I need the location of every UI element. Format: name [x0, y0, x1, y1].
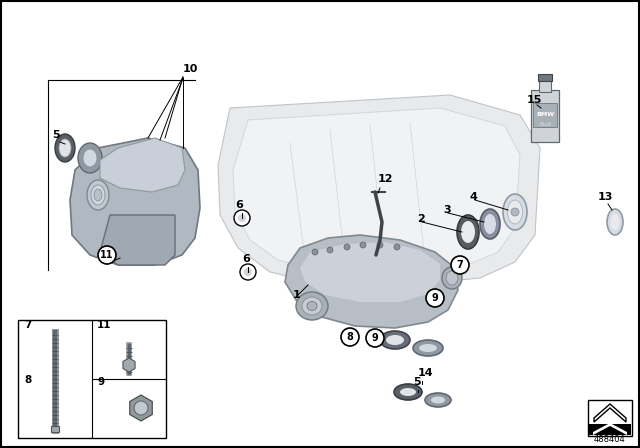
Ellipse shape [419, 344, 437, 352]
Text: 8: 8 [347, 332, 353, 342]
Text: 14: 14 [418, 368, 434, 378]
Ellipse shape [457, 215, 479, 249]
Text: 11: 11 [100, 250, 114, 260]
Text: Fluid: Fluid [539, 122, 551, 128]
Text: 1: 1 [293, 290, 301, 300]
Ellipse shape [442, 267, 462, 289]
Bar [589, 424, 631, 435]
Circle shape [394, 244, 400, 250]
Circle shape [511, 208, 519, 216]
Ellipse shape [431, 396, 445, 404]
Ellipse shape [446, 271, 458, 285]
Ellipse shape [394, 384, 422, 400]
Ellipse shape [611, 214, 620, 230]
Polygon shape [300, 242, 440, 302]
Text: 6: 6 [235, 200, 243, 210]
Polygon shape [100, 215, 175, 265]
Bar [18, 320, 166, 438]
Ellipse shape [425, 393, 451, 407]
Text: 9: 9 [97, 377, 104, 387]
Ellipse shape [55, 134, 75, 162]
Ellipse shape [508, 200, 522, 224]
Ellipse shape [83, 149, 97, 167]
Ellipse shape [91, 185, 105, 205]
Polygon shape [285, 235, 458, 328]
Bar [538, 74, 552, 81]
Circle shape [244, 268, 252, 276]
Ellipse shape [307, 302, 317, 310]
Text: 10: 10 [183, 64, 198, 74]
Text: 5: 5 [52, 130, 60, 140]
Circle shape [451, 256, 469, 274]
Circle shape [341, 328, 359, 346]
Ellipse shape [503, 194, 527, 230]
Text: 6: 6 [242, 254, 250, 264]
Bar [533, 103, 557, 127]
Text: 3: 3 [443, 205, 451, 215]
Text: 5: 5 [413, 377, 420, 387]
Text: 488404: 488404 [594, 435, 626, 444]
Text: 9: 9 [431, 293, 438, 303]
Ellipse shape [59, 139, 71, 157]
Circle shape [327, 247, 333, 253]
Text: 2: 2 [417, 214, 425, 224]
Bar [531, 90, 559, 142]
Ellipse shape [413, 340, 443, 356]
Polygon shape [70, 138, 200, 265]
Circle shape [134, 401, 148, 415]
Circle shape [426, 289, 444, 307]
Circle shape [238, 214, 246, 222]
Circle shape [312, 249, 318, 255]
Circle shape [240, 264, 256, 280]
Text: 11: 11 [97, 320, 111, 330]
Bar [51, 426, 59, 432]
Text: 9: 9 [372, 333, 378, 343]
Ellipse shape [296, 292, 328, 320]
Polygon shape [593, 423, 627, 435]
Text: 8: 8 [24, 375, 31, 385]
Circle shape [366, 329, 384, 347]
Ellipse shape [302, 297, 322, 315]
Text: 15: 15 [527, 95, 542, 105]
Ellipse shape [484, 214, 496, 234]
Ellipse shape [94, 189, 102, 201]
Ellipse shape [400, 388, 416, 396]
Text: 7: 7 [24, 320, 31, 330]
Ellipse shape [386, 335, 404, 345]
Circle shape [234, 210, 250, 226]
Text: BMW: BMW [536, 112, 554, 117]
Ellipse shape [480, 209, 500, 239]
Circle shape [98, 246, 116, 264]
Bar [539, 80, 551, 92]
Ellipse shape [380, 331, 410, 349]
Circle shape [344, 244, 350, 250]
Bar [588, 400, 632, 436]
Polygon shape [233, 108, 520, 272]
Ellipse shape [87, 180, 109, 210]
Circle shape [360, 242, 366, 248]
Circle shape [377, 242, 383, 248]
Text: 12: 12 [378, 174, 394, 184]
Ellipse shape [607, 209, 623, 235]
Polygon shape [218, 95, 540, 285]
Text: 4: 4 [470, 192, 478, 202]
Ellipse shape [78, 143, 102, 173]
Text: 7: 7 [456, 260, 463, 270]
Text: 13: 13 [598, 192, 613, 202]
Ellipse shape [461, 221, 475, 243]
Polygon shape [100, 138, 185, 192]
